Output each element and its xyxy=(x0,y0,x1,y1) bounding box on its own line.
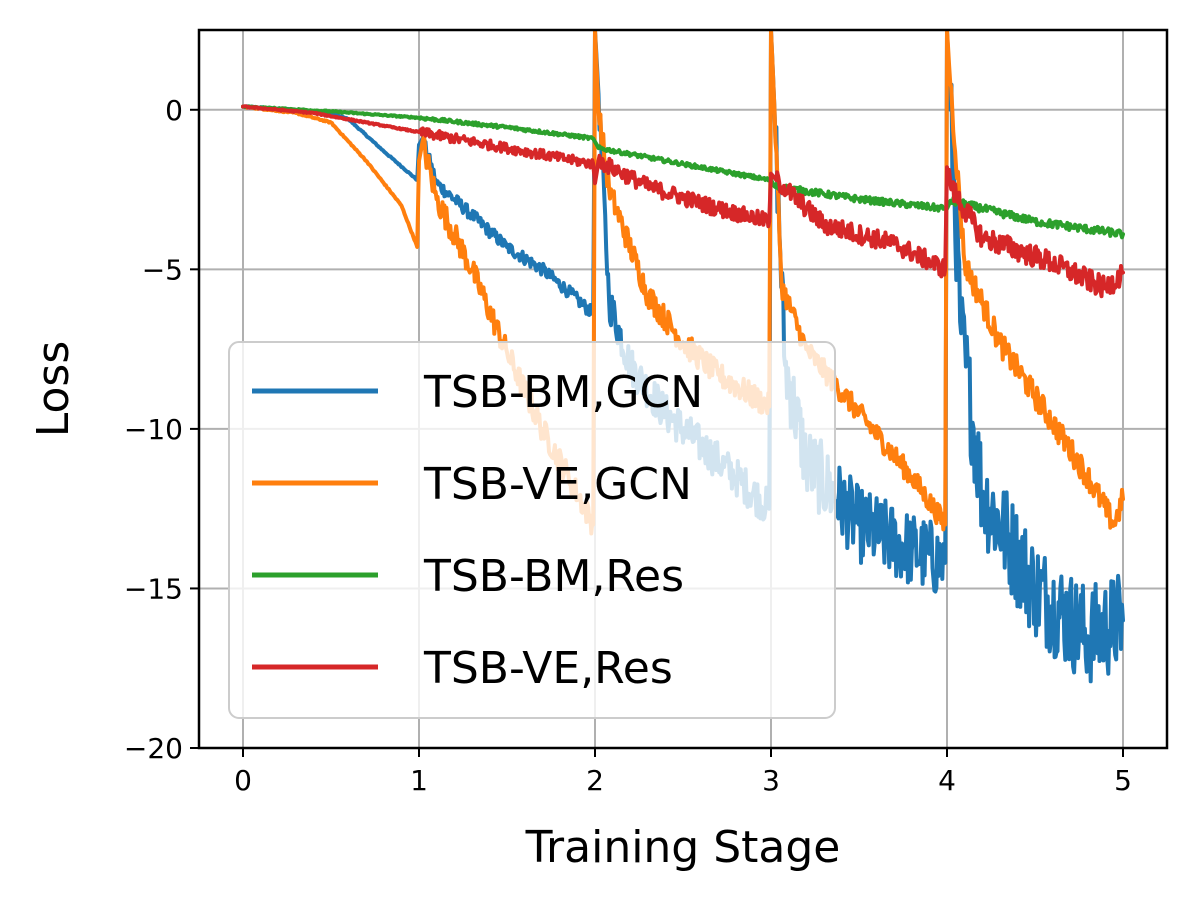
x-tick-label: 3 xyxy=(762,764,780,797)
series-line-3 xyxy=(241,104,1125,299)
series-line-2 xyxy=(241,104,1125,240)
x-tick-label: 0 xyxy=(234,764,252,797)
legend-label: TSB-BM,Res xyxy=(423,551,684,602)
x-axis-ticks: 0 1 2 3 4 5 xyxy=(234,748,1132,797)
legend-label: TSB-VE,Res xyxy=(423,643,673,694)
x-axis-title: Training Stage xyxy=(525,822,841,873)
y-tick-label: −10 xyxy=(124,413,183,446)
x-tick-label: 5 xyxy=(1114,764,1132,797)
y-axis-title: Loss xyxy=(28,341,79,438)
y-tick-label: −5 xyxy=(142,253,183,286)
legend-label: TSB-BM,GCN xyxy=(423,367,703,418)
legend: TSB-BM,GCN TSB-VE,GCN TSB-BM,Res TSB-VE,Res xyxy=(228,341,836,719)
x-tick-label: 2 xyxy=(586,764,604,797)
x-tick-label: 1 xyxy=(410,764,428,797)
y-tick-label: 0 xyxy=(165,94,183,127)
legend-frame xyxy=(228,341,836,719)
legend-label: TSB-VE,GCN xyxy=(423,459,692,510)
x-tick-label: 4 xyxy=(938,764,956,797)
plot-frame xyxy=(197,28,1169,750)
y-tick-label: −15 xyxy=(124,572,183,605)
y-axis-ticks: 0 −5 −10 −15 −20 xyxy=(124,94,199,765)
y-tick-label: −20 xyxy=(124,732,183,765)
